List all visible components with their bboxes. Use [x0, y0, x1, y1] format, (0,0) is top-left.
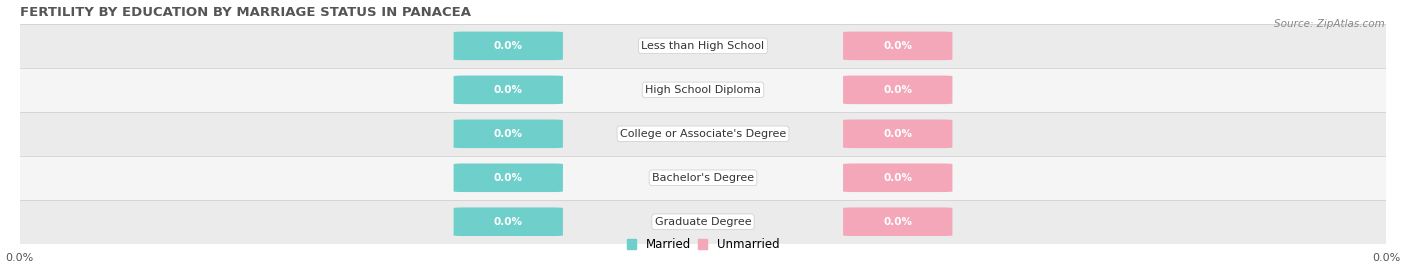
Text: 0.0%: 0.0% [883, 85, 912, 95]
FancyBboxPatch shape [844, 119, 952, 148]
FancyBboxPatch shape [454, 207, 562, 236]
Text: Less than High School: Less than High School [641, 41, 765, 51]
FancyBboxPatch shape [844, 31, 952, 60]
Text: High School Diploma: High School Diploma [645, 85, 761, 95]
FancyBboxPatch shape [454, 31, 562, 60]
Text: 0.0%: 0.0% [494, 173, 523, 183]
Text: 0.0%: 0.0% [494, 217, 523, 227]
Text: 0.0%: 0.0% [494, 85, 523, 95]
Text: 0.0%: 0.0% [494, 129, 523, 139]
Text: Source: ZipAtlas.com: Source: ZipAtlas.com [1274, 19, 1385, 29]
Bar [20, 200, 1386, 244]
Text: 0.0%: 0.0% [883, 129, 912, 139]
Bar [20, 156, 1386, 200]
Bar [20, 68, 1386, 112]
FancyBboxPatch shape [454, 76, 562, 104]
FancyBboxPatch shape [844, 207, 952, 236]
Legend: Married, Unmarried: Married, Unmarried [621, 233, 785, 255]
Text: Bachelor's Degree: Bachelor's Degree [652, 173, 754, 183]
FancyBboxPatch shape [844, 76, 952, 104]
Text: FERTILITY BY EDUCATION BY MARRIAGE STATUS IN PANACEA: FERTILITY BY EDUCATION BY MARRIAGE STATU… [20, 6, 471, 19]
FancyBboxPatch shape [454, 164, 562, 192]
Bar [20, 24, 1386, 68]
Bar [20, 112, 1386, 156]
Text: 0.0%: 0.0% [883, 217, 912, 227]
Text: 0.0%: 0.0% [494, 41, 523, 51]
Text: 0.0%: 0.0% [883, 41, 912, 51]
Text: 0.0%: 0.0% [883, 173, 912, 183]
FancyBboxPatch shape [844, 164, 952, 192]
Text: College or Associate's Degree: College or Associate's Degree [620, 129, 786, 139]
FancyBboxPatch shape [454, 119, 562, 148]
Text: Graduate Degree: Graduate Degree [655, 217, 751, 227]
